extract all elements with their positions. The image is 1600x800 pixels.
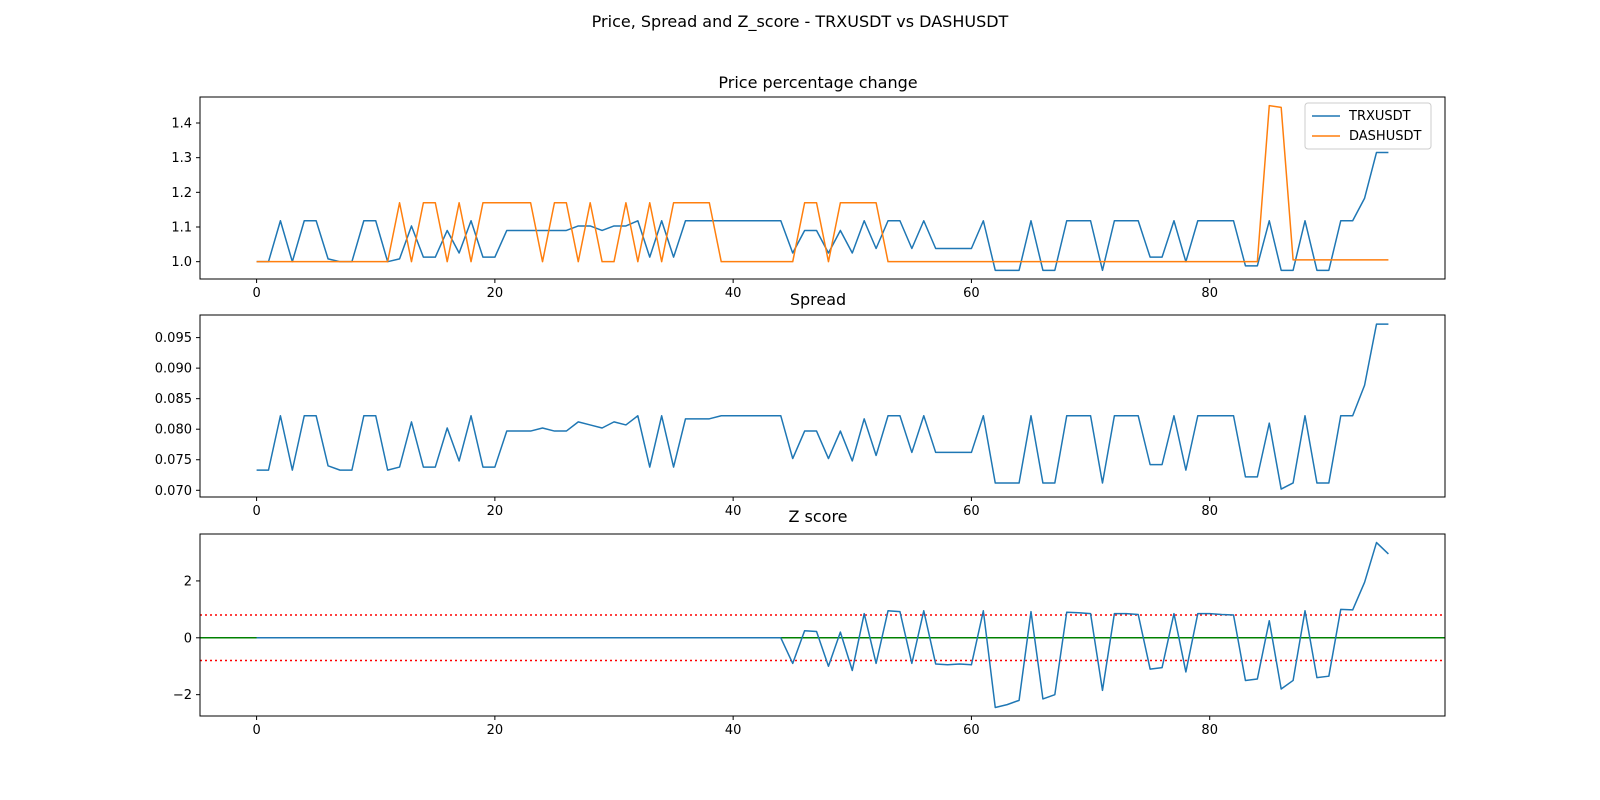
zscore-xtick-label: 20 <box>487 723 504 738</box>
price-change-axes-frame <box>199 96 1446 280</box>
price-change-ytick-label: 1.4 <box>171 117 192 132</box>
zscore-series-0-line <box>256 541 1389 709</box>
spread-ytick-label: 0.085 <box>155 392 192 407</box>
legend-label-dashusdt: DASHUSDT <box>1349 129 1421 144</box>
spread-title: Spread <box>790 290 846 309</box>
price-change-title: Price percentage change <box>718 73 917 92</box>
zscore-panel: Z score 0 20 40 60 80 −2 0 2 <box>173 507 1446 738</box>
zscore-ytick-label: −2 <box>173 688 192 703</box>
spread-series-0-line <box>256 323 1389 490</box>
zscore-xtick-label: 40 <box>725 723 742 738</box>
legend-label-trxusdt: TRXUSDT <box>1348 109 1411 124</box>
price-change-ytick-label: 1.1 <box>171 221 192 236</box>
figure-title: Price, Spread and Z_score - TRXUSDT vs D… <box>592 12 1009 32</box>
price-change-legend: TRXUSDT DASHUSDT <box>1304 102 1432 150</box>
spread-ytick-label: 0.075 <box>155 453 192 468</box>
spread-ytick-label: 0.070 <box>155 484 192 499</box>
price-change-ytick-label: 1.0 <box>171 255 192 270</box>
zscore-ytick-label: 0 <box>184 631 192 646</box>
spread-xtick-label: 60 <box>963 504 980 519</box>
price-change-panel: Price percentage change 0 20 40 60 80 1.0 1.1 1… <box>171 73 1446 301</box>
price-change-ytick-label: 1.3 <box>171 151 192 166</box>
zscore-xtick-label: 0 <box>252 723 260 738</box>
price-change-ytick-label: 1.2 <box>171 186 192 201</box>
spread-ytick-label: 0.095 <box>155 331 192 346</box>
price-change-series-trxusdt-line <box>256 151 1389 272</box>
spread-panel: Spread 0 20 40 60 80 0.070 0.075 0.080 0.085 0.09… <box>155 290 1446 519</box>
spread-axes-frame <box>199 314 1446 498</box>
zscore-ytick-label: 2 <box>184 574 192 589</box>
zscore-title: Z score <box>788 507 847 526</box>
spread-xtick-label: 40 <box>725 504 742 519</box>
price-change-xtick-label: 80 <box>1201 286 1218 301</box>
price-change-series-dashusdt-line <box>256 104 1389 263</box>
spread-ytick-label: 0.090 <box>155 362 192 377</box>
spread-xtick-label: 0 <box>252 504 260 519</box>
spread-xtick-label: 20 <box>487 504 504 519</box>
price-change-xtick-label: 20 <box>487 286 504 301</box>
price-change-xtick-label: 0 <box>252 286 260 301</box>
price-change-xtick-label: 40 <box>725 286 742 301</box>
zscore-xtick-label: 80 <box>1201 723 1218 738</box>
legend-frame <box>1304 102 1432 150</box>
price-change-xtick-label: 60 <box>963 286 980 301</box>
zscore-axes-frame <box>199 533 1446 717</box>
spread-xtick-label: 80 <box>1201 504 1218 519</box>
zscore-xtick-label: 60 <box>963 723 980 738</box>
spread-ytick-label: 0.080 <box>155 423 192 438</box>
